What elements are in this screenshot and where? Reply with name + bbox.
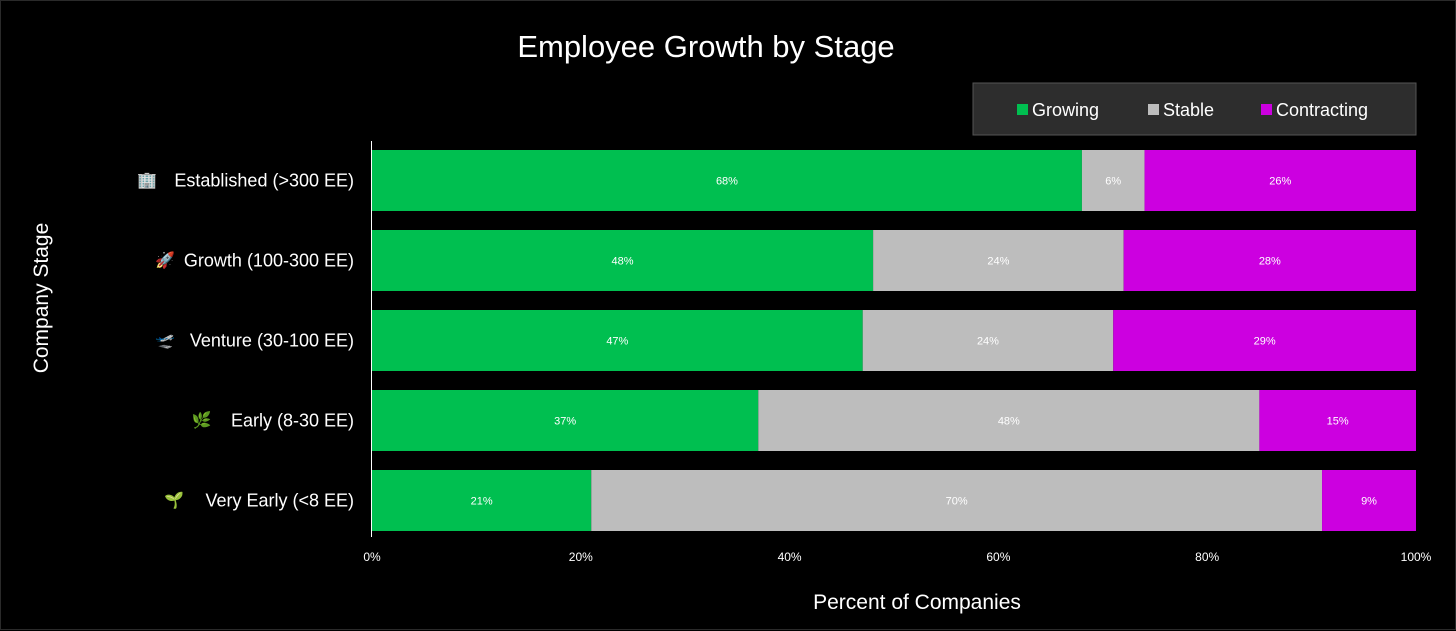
- legend-swatch-growing: [1017, 104, 1028, 115]
- data-label-stable-0: 6%: [1105, 176, 1121, 188]
- data-label-stable-2: 24%: [977, 336, 999, 348]
- bar-growing-3: [372, 390, 759, 451]
- data-label-growing-1: 48%: [612, 256, 634, 268]
- data-label-growing-0: 68%: [716, 176, 738, 188]
- legend-label-growing: Growing: [1032, 100, 1099, 120]
- herb-icon: 🌿: [192, 411, 212, 430]
- category-label-1: Growth (100-300 EE): [184, 251, 354, 271]
- bar-contracting-0: [1144, 150, 1416, 211]
- bar-contracting-1: [1123, 230, 1416, 291]
- data-label-growing-2: 47%: [606, 336, 628, 348]
- data-label-contracting-0: 26%: [1269, 176, 1291, 188]
- legend: Growing Stable Contracting: [972, 82, 1417, 136]
- data-label-contracting-1: 28%: [1259, 256, 1281, 268]
- legend-swatch-stable: [1148, 104, 1159, 115]
- x-axis-title: Percent of Companies: [813, 591, 1021, 614]
- data-label-stable-3: 48%: [998, 416, 1020, 428]
- category-labels: Established (>300 EE) 🏢 Growth (100-300 EE…: [137, 171, 354, 511]
- x-tick-label-3: 60%: [986, 550, 1010, 564]
- data-label-stable-1: 24%: [987, 256, 1009, 268]
- bar-growing-2: [372, 310, 863, 371]
- data-label-contracting-2: 29%: [1254, 336, 1276, 348]
- bar-growing-0: [372, 150, 1082, 211]
- x-tick-label-5: 100%: [1401, 550, 1432, 564]
- legend-box: [972, 82, 1417, 136]
- bars: 68% 6% 26% 48% 24% 28% 47% 24% 29% 37% 48% 15% 21% 70…: [372, 150, 1416, 531]
- data-label-stable-4: 70%: [946, 496, 968, 508]
- bar-stable-2: [862, 310, 1114, 371]
- bar-stable-1: [873, 230, 1124, 291]
- category-label-3: Early (8-30 EE): [231, 411, 354, 431]
- office-building-icon: 🏢: [137, 171, 157, 190]
- seedling-icon: 🌱: [164, 491, 184, 510]
- x-ticks: 0% 20% 40% 60% 80% 100%: [363, 550, 1431, 564]
- category-label-4: Very Early (<8 EE): [205, 491, 354, 511]
- x-tick-label-1: 20%: [569, 550, 593, 564]
- bar-contracting-3: [1259, 390, 1416, 451]
- chart-title: Employee Growth by Stage: [517, 29, 894, 64]
- x-tick-label-4: 80%: [1195, 550, 1219, 564]
- legend-label-stable: Stable: [1163, 100, 1214, 120]
- x-tick-label-0: 0%: [363, 550, 381, 564]
- bar-growing-4: [372, 470, 592, 531]
- data-label-growing-4: 21%: [471, 496, 493, 508]
- airplane-icon: 🛫: [155, 331, 175, 350]
- y-axis-title: Company Stage: [30, 223, 53, 374]
- bar-stable-4: [591, 470, 1323, 531]
- data-label-contracting-4: 9%: [1361, 496, 1377, 508]
- bar-stable-3: [758, 390, 1260, 451]
- data-label-contracting-3: 15%: [1327, 416, 1349, 428]
- bar-contracting-4: [1322, 470, 1416, 531]
- data-label-growing-3: 37%: [554, 416, 576, 428]
- bar-growing-1: [372, 230, 874, 291]
- bar-contracting-2: [1113, 310, 1416, 371]
- legend-swatch-contracting: [1261, 104, 1272, 115]
- category-label-0: Established (>300 EE): [174, 171, 354, 191]
- legend-label-contracting: Contracting: [1276, 100, 1368, 120]
- x-tick-label-2: 40%: [778, 550, 802, 564]
- rocket-icon: 🚀: [155, 251, 175, 270]
- category-label-2: Venture (30-100 EE): [190, 331, 354, 351]
- bar-stable-0: [1081, 150, 1145, 211]
